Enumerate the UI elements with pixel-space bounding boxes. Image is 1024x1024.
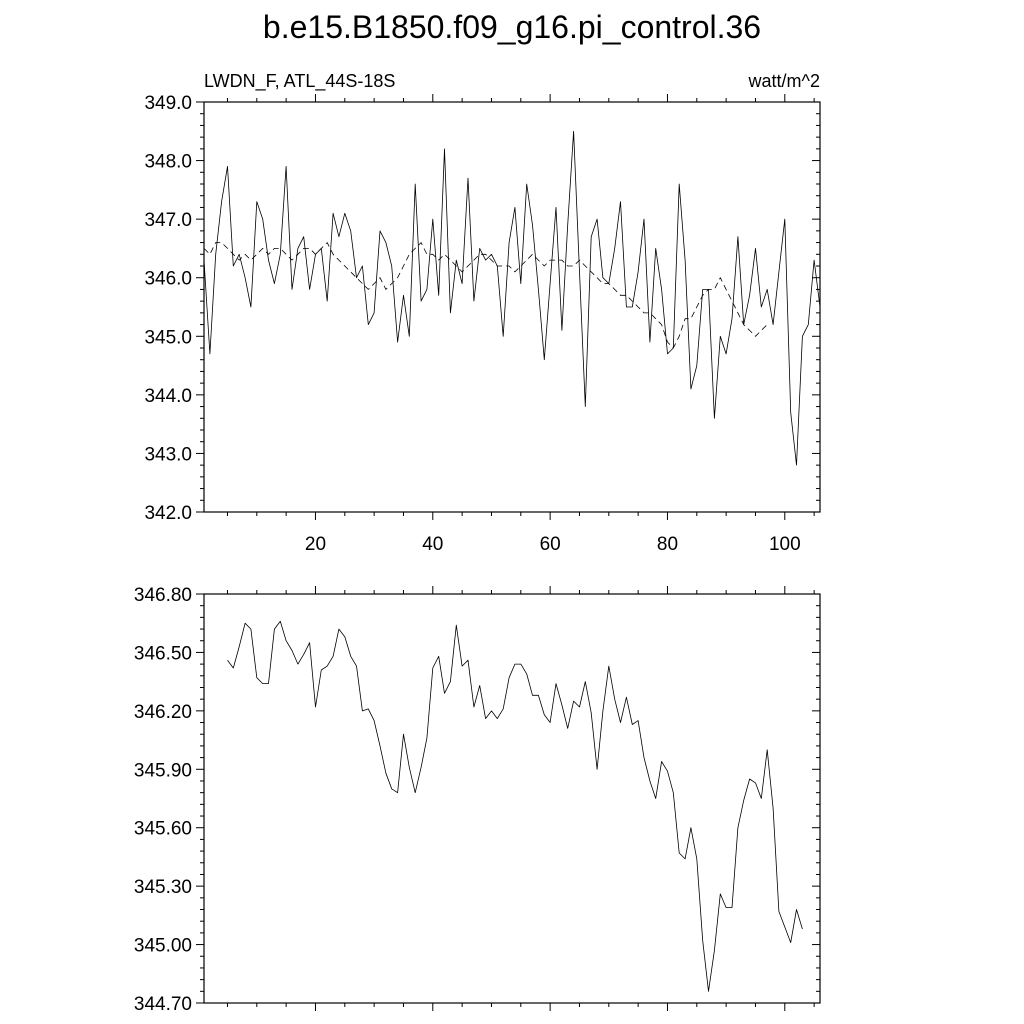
y-tick-label: 349.0: [144, 93, 192, 114]
top-left-label: LWDN_F, ATL_44S-18S: [204, 71, 395, 92]
x-tick-label: 20: [305, 534, 326, 555]
y-tick-label: 348.0: [144, 152, 192, 173]
x-tick-label: 100: [769, 534, 801, 555]
chart-title: b.e15.B1850.f09_g16.pi_control.36: [263, 9, 761, 45]
y-tick-label: 346.50: [134, 643, 192, 664]
y-tick-label: 345.90: [134, 760, 192, 781]
bottom-panel: 344.70 345.00 345.30 345.60 345.90 346.20 346.…: [134, 585, 821, 1015]
y-tick-label: 345.00: [134, 936, 192, 957]
x-tick-label: 60: [540, 534, 561, 555]
top-panel: 342.0 343.0 344.0 345.0 346.0 347.0 348.0 349.0…: [144, 93, 821, 555]
y-tick-label: 343.0: [144, 444, 192, 465]
y-tick-label: 346.0: [144, 269, 192, 290]
y-tick-label: 344.0: [144, 386, 192, 407]
plot-frame: [203, 593, 821, 1004]
y-tick-label: 342.0: [144, 503, 192, 524]
plot-frame: [203, 101, 821, 513]
x-tick-label: 80: [657, 534, 678, 555]
series-line-solid: [203, 130, 821, 466]
units-label: watt/m^2: [748, 71, 820, 91]
y-tick-label: 345.30: [134, 877, 192, 898]
series-line-dashed: [203, 242, 768, 349]
y-tick-label: 347.0: [144, 210, 192, 231]
y-tick-label: 345.60: [134, 819, 192, 840]
y-tick-label: 346.80: [134, 585, 192, 606]
x-tick-label: 40: [422, 534, 443, 555]
series-line-solid: [227, 620, 803, 992]
y-tick-label: 345.0: [144, 327, 192, 348]
y-tick-label: 346.20: [134, 702, 192, 723]
y-tick-label: 344.70: [134, 994, 192, 1015]
